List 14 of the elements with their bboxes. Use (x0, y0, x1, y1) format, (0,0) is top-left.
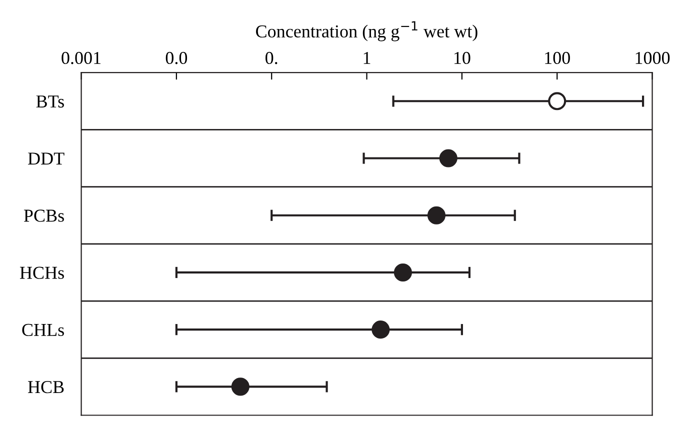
y-tick-label: HCB (28, 381, 64, 394)
x-axis-title: Concentration (ng g$^{−1}$ wet wt) (256, 21, 478, 42)
x-tick-label: 0. (266, 52, 278, 64)
x-tick-label: 1 (364, 52, 370, 64)
y-tick-label: CHLs (22, 324, 64, 336)
x-tick-label: 0.0 (166, 52, 188, 64)
y-tick-label: BTs (36, 96, 64, 108)
x-tick-label: 0.001 (62, 52, 101, 64)
y-tick-label: DDT (28, 152, 64, 165)
x-tick-label: 10 (454, 52, 470, 64)
y-tick-label: HCHs (20, 266, 64, 279)
y-tick-label: PCBs (24, 210, 64, 222)
x-tick-label: 1000 (636, 52, 670, 64)
x-tick-label: 100 (545, 52, 570, 64)
